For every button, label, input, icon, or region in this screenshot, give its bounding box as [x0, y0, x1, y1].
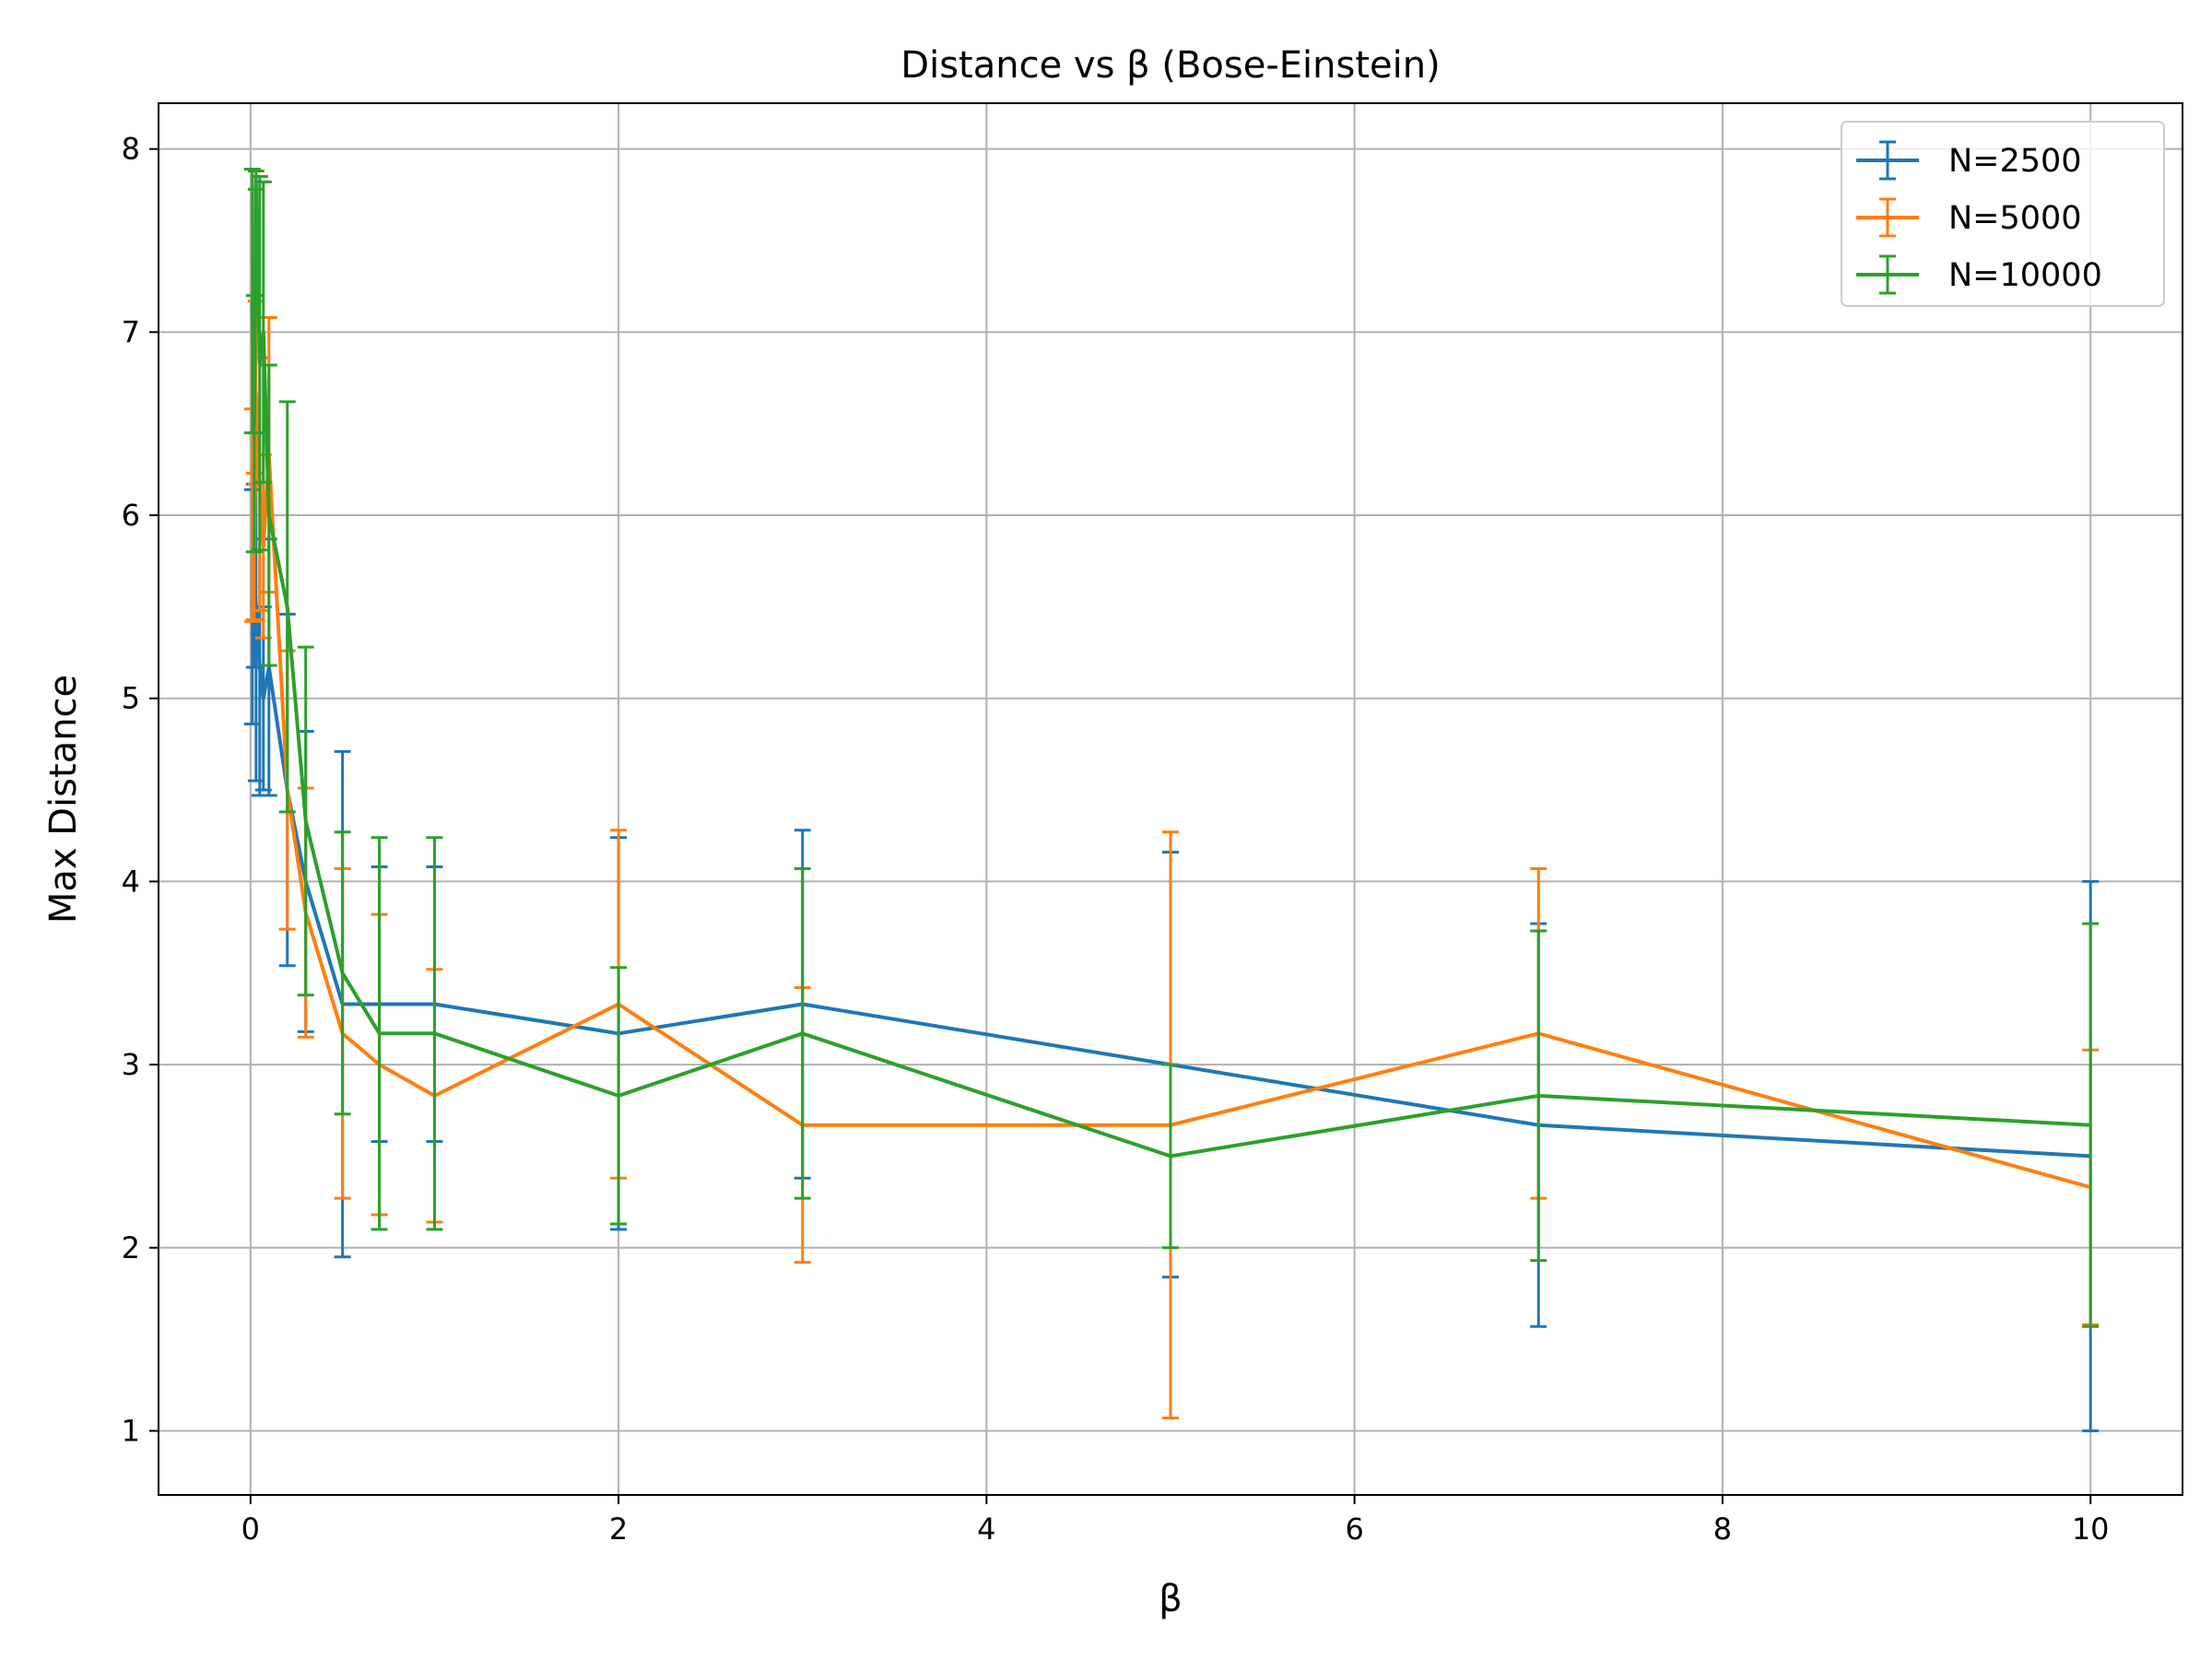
x-tick-label: 8 [1713, 1512, 1732, 1547]
legend-label: N=2500 [1948, 143, 2082, 180]
axes-frame [158, 102, 2183, 1496]
y-tick-label: 5 [122, 681, 140, 716]
y-tick-label: 8 [122, 132, 140, 167]
y-tick-label: 7 [122, 314, 140, 349]
chart-title: Distance vs β (Bose-Einstein) [900, 44, 1440, 87]
x-tick-label: 2 [609, 1512, 628, 1547]
series-layer [243, 168, 2100, 1432]
x-tick-label: 0 [241, 1512, 260, 1547]
legend: N=2500 N=5000 N=10000 [1841, 121, 2165, 307]
x-tick-label: 10 [2072, 1512, 2110, 1547]
series-line [250, 178, 2091, 1159]
x-tick-label: 6 [1345, 1512, 1363, 1547]
series-line [250, 390, 2091, 1190]
y-tick-label: 2 [122, 1230, 140, 1265]
series-n-10000 [243, 168, 2100, 1328]
y-tick-label: 1 [122, 1413, 140, 1448]
x-tick-label: 4 [977, 1512, 995, 1547]
legend-box [1841, 121, 2165, 307]
legend-label: N=10000 [1948, 257, 2102, 294]
y-axis-label: Max Distance [42, 675, 85, 924]
legend-label: N=5000 [1948, 200, 2082, 237]
x-axis-label: β [1159, 1578, 1182, 1620]
y-tick-label: 3 [122, 1047, 140, 1082]
y-tick-label: 6 [122, 498, 140, 533]
y-tick-label: 4 [122, 864, 140, 899]
